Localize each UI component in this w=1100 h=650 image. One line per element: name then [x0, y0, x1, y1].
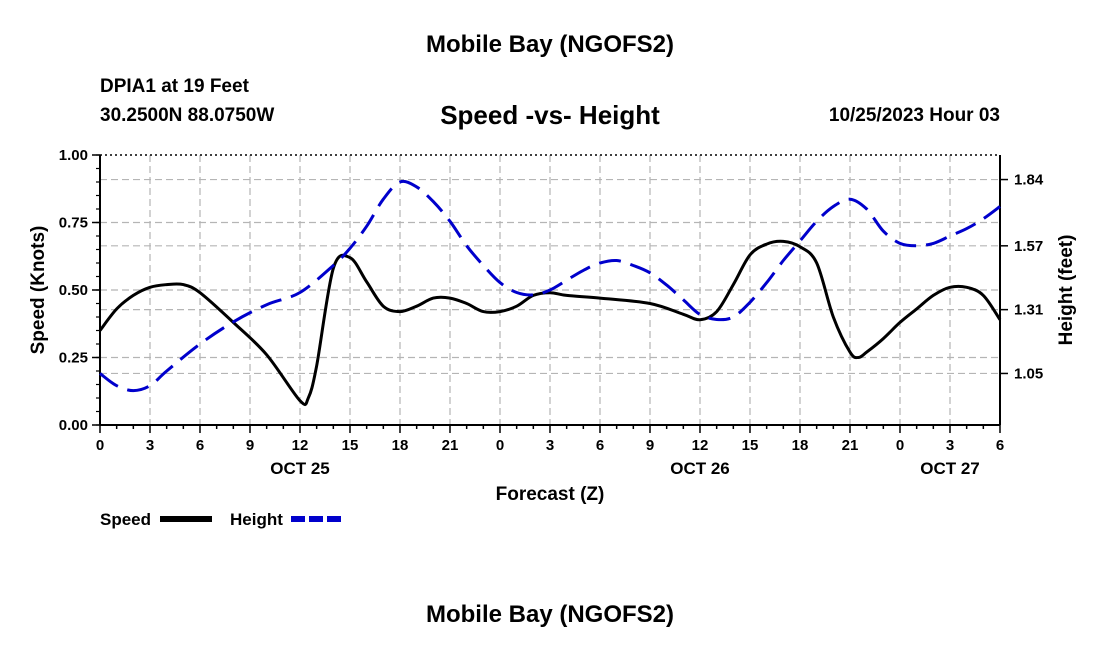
- y-tick-label: 0.75: [59, 215, 88, 232]
- y2-tick-label: 1.05: [1014, 365, 1043, 382]
- x-tick-label: 21: [442, 437, 459, 454]
- x-tick-label: 3: [546, 437, 554, 454]
- x-tick-label: 6: [196, 437, 204, 454]
- forecast-datetime: 10/25/2023 Hour 03: [828, 105, 1000, 126]
- y-tick-label: 0.25: [59, 350, 88, 367]
- x-tick-label: 15: [742, 437, 759, 454]
- legend-label-height: Height: [230, 510, 283, 529]
- x-tick-label: 12: [692, 437, 709, 454]
- y2-axis-title: Height (feet): [1056, 235, 1077, 346]
- x-tick-label: 12: [292, 437, 309, 454]
- y-axis-title: Speed (Knots): [28, 226, 49, 355]
- series-line-height: [99, 179, 1001, 393]
- x-tick-label: 9: [646, 437, 654, 454]
- y2-tick-label: 1.84: [1014, 172, 1044, 189]
- y2-tick-label: 1.57: [1014, 238, 1043, 255]
- x-tick-label: 6: [996, 437, 1004, 454]
- date-label: OCT 25: [270, 459, 330, 478]
- x-tick-label: 9: [246, 437, 254, 454]
- y-tick-label: 1.00: [59, 147, 88, 164]
- y2-tick-label: 1.31: [1014, 302, 1043, 319]
- footer-title: Mobile Bay (NGOFS2): [425, 601, 675, 628]
- y-tick-label: 0.00: [59, 417, 88, 434]
- page-title: Mobile Bay (NGOFS2): [425, 31, 675, 58]
- x-tick-label: 3: [146, 437, 154, 454]
- x-tick-label: 0: [96, 437, 104, 454]
- x-tick-label: 15: [342, 437, 359, 454]
- date-label: OCT 27: [920, 459, 980, 478]
- x-tick-label: 0: [896, 437, 904, 454]
- date-label: OCT 26: [670, 459, 730, 478]
- x-axis-title: Forecast (Z): [496, 484, 605, 505]
- station-coordinates: 30.2500N 88.0750W: [100, 105, 275, 126]
- x-tick-label: 3: [946, 437, 954, 454]
- series-line-speed: [98, 239, 1002, 407]
- x-tick-label: 18: [792, 437, 809, 454]
- x-tick-label: 18: [392, 437, 409, 454]
- chart-title: Speed -vs- Height: [440, 100, 660, 130]
- x-tick-label: 0: [496, 437, 504, 454]
- station-label: DPIA1 at 19 Feet: [100, 76, 249, 97]
- x-tick-label: 6: [596, 437, 604, 454]
- x-tick-label: 21: [842, 437, 859, 454]
- legend-label-speed: Speed: [100, 510, 151, 529]
- y-tick-label: 0.50: [59, 282, 88, 299]
